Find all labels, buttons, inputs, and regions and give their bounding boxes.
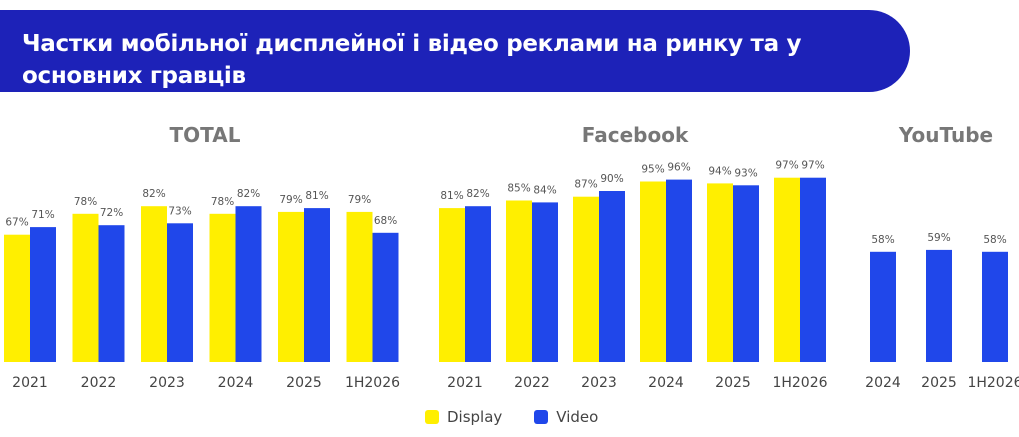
bar-0-display-1 (72, 213, 99, 362)
bar-1-video-1 (532, 202, 558, 362)
legend: Display Video (425, 406, 630, 428)
data-label-0-video-5: 68% (374, 215, 397, 227)
bar-1-display-1 (506, 200, 532, 362)
data-label-0-video-0: 71% (31, 209, 54, 221)
x-tick-label-0-5: 1H2026 (345, 375, 400, 391)
bar-1-display-3 (640, 181, 666, 362)
bar-0-video-3 (235, 206, 262, 362)
legend-swatch-display (425, 410, 439, 424)
data-label-1-video-2: 90% (600, 173, 623, 185)
data-label-0-display-2: 82% (142, 188, 165, 200)
bar-0-display-2 (141, 206, 167, 362)
data-label-0-display-0: 67% (5, 217, 28, 229)
data-label-0-video-4: 81% (305, 190, 328, 202)
data-label-1-display-0: 81% (440, 190, 463, 202)
bar-0-video-5 (372, 232, 399, 362)
data-label-0-video-2: 73% (168, 205, 191, 217)
x-tick-label-0-4: 2025 (286, 375, 322, 391)
bar-0-display-3 (209, 213, 236, 362)
bar-0-display-5 (346, 211, 373, 362)
data-label-0-display-1: 78% (74, 196, 97, 208)
data-label-1-video-5: 97% (801, 160, 824, 172)
bar-2-video-2 (982, 251, 1008, 362)
data-label-1-display-5: 97% (775, 160, 798, 172)
x-tick-label-1-1: 2022 (514, 375, 550, 391)
bar-1-video-3 (666, 179, 692, 362)
data-label-1-video-1: 84% (533, 184, 556, 196)
bar-1-video-5 (800, 177, 826, 362)
legend-label-display: Display (447, 408, 503, 426)
bar-1-display-5 (774, 177, 800, 362)
x-tick-label-2-1: 2025 (921, 375, 957, 391)
x-tick-label-2-0: 2024 (865, 375, 901, 391)
x-tick-label-0-3: 2024 (218, 375, 254, 391)
chart-title: Частки мобільної дисплейної і відео рекл… (22, 31, 802, 89)
bar-1-video-4 (733, 185, 759, 362)
chart-1-title: Facebook (582, 123, 689, 147)
data-label-1-display-4: 94% (708, 165, 731, 177)
legend-item-video: Video (534, 408, 598, 426)
data-label-2-video-0: 58% (871, 234, 894, 246)
bar-0-video-2 (167, 223, 193, 362)
bar-1-video-0 (465, 206, 491, 362)
bar-0-display-4 (278, 211, 304, 362)
bar-0-display-0 (4, 234, 30, 362)
bar-1-display-0 (439, 208, 465, 362)
data-label-2-video-2: 58% (983, 234, 1006, 246)
bar-0-video-0 (30, 227, 56, 362)
bar-0-video-4 (304, 208, 330, 362)
data-label-0-video-1: 72% (100, 207, 123, 219)
data-label-1-video-4: 93% (734, 167, 757, 179)
x-tick-label-0-1: 2022 (81, 375, 117, 391)
bar-1-display-4 (707, 183, 733, 362)
legend-swatch-video (534, 410, 549, 424)
bar-2-video-0 (870, 251, 896, 362)
bar-0-video-1 (98, 225, 125, 362)
legend-item-display: Display (425, 408, 502, 426)
data-label-1-display-2: 87% (574, 179, 597, 191)
x-tick-label-1-0: 2021 (447, 375, 483, 391)
data-label-1-video-3: 96% (667, 162, 690, 174)
x-tick-label-1-4: 2025 (715, 375, 751, 391)
x-tick-label-1-3: 2024 (648, 375, 684, 391)
chart-2-title: YouTube (898, 123, 993, 147)
data-label-0-display-5: 79% (348, 194, 371, 206)
data-label-1-display-1: 85% (507, 183, 530, 195)
x-tick-label-2-2: 1H2026 (967, 375, 1019, 391)
x-tick-label-0-0: 2021 (12, 375, 48, 391)
data-label-0-display-3: 78% (211, 196, 234, 208)
data-label-2-video-1: 59% (927, 232, 950, 244)
title-banner: Частки мобільної дисплейної і відео рекл… (0, 10, 910, 92)
bar-1-display-2 (573, 196, 599, 362)
chart-0-title: TOTAL (170, 123, 241, 147)
data-label-0-display-4: 79% (279, 194, 302, 206)
data-label-1-video-0: 82% (466, 188, 489, 200)
x-tick-label-1-5: 1H2026 (772, 375, 827, 391)
bar-2-video-1 (926, 249, 952, 362)
data-label-1-display-3: 95% (641, 164, 664, 176)
bar-1-video-2 (599, 191, 625, 362)
x-tick-label-0-2: 2023 (149, 375, 185, 391)
legend-label-video: Video (556, 408, 599, 426)
x-tick-label-1-2: 2023 (581, 375, 617, 391)
data-label-0-video-3: 82% (237, 188, 260, 200)
